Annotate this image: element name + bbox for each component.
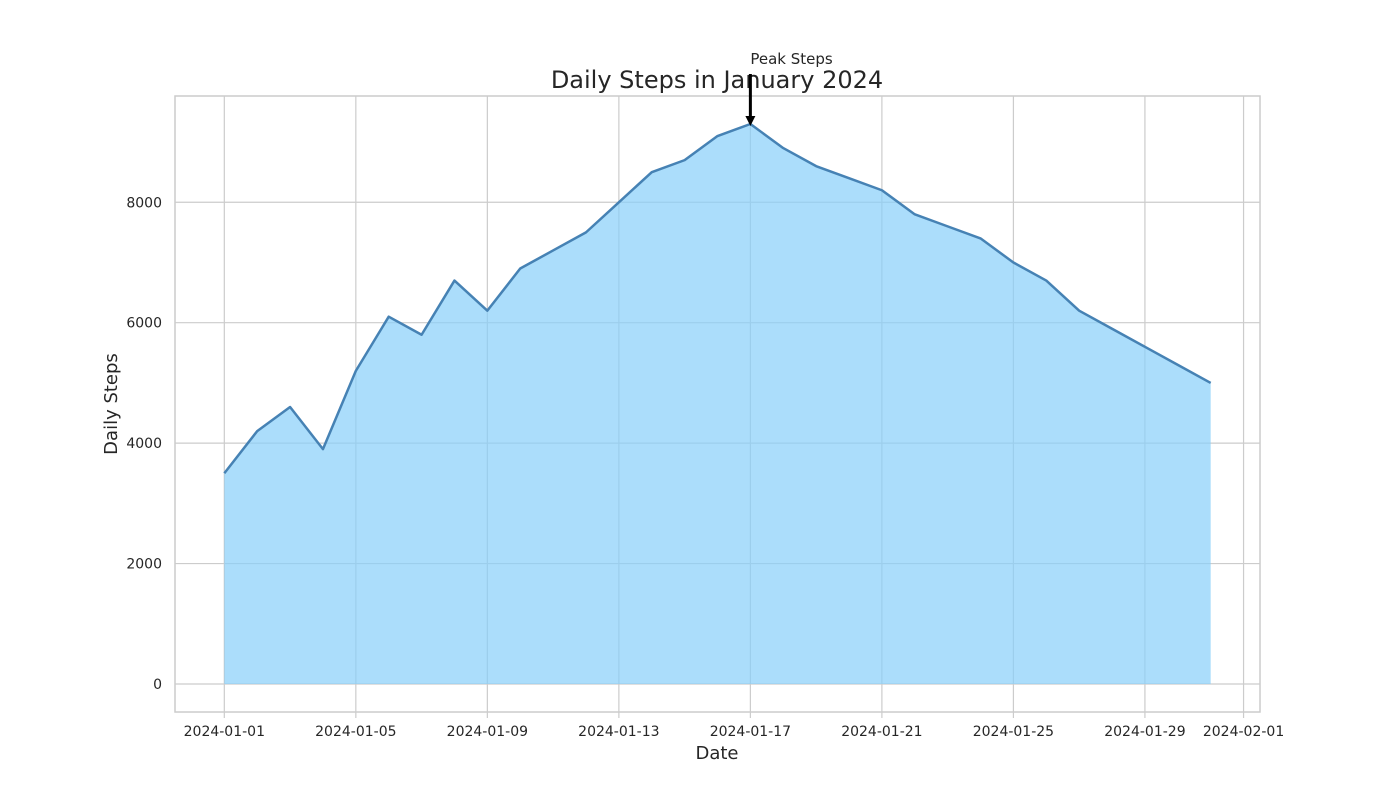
- y-tick-label: 8000: [126, 195, 162, 211]
- x-axis-ticks: 2024-01-01 2024-01-05 2024-01-09 2024-01-13…: [184, 712, 1284, 740]
- steps-area: [224, 124, 1211, 684]
- line-layer: [223, 122, 1212, 475]
- x-tick-label: 2024-01-25: [973, 724, 1054, 740]
- peak-label: Peak Steps: [750, 50, 833, 68]
- plot-frame: [174, 95, 1261, 713]
- y-tick-label: 4000: [126, 436, 162, 452]
- x-tick-label: 2024-01-21: [841, 724, 922, 740]
- x-tick-label: 2024-01-05: [315, 724, 396, 740]
- steps-line: [223, 122, 1212, 475]
- x-tick-label: 2024-01-09: [447, 724, 528, 740]
- x-axis-title: Date: [695, 743, 738, 764]
- peak-annotation: Peak Steps: [745, 50, 833, 126]
- area-layer: [224, 124, 1211, 684]
- y-axis-title: Daily Steps: [101, 353, 122, 455]
- x-tick-label: 2024-01-17: [710, 724, 791, 740]
- x-tick-label: 2024-02-01: [1203, 724, 1284, 740]
- x-tick-label: 2024-01-01: [184, 724, 265, 740]
- y-tick-label: 2000: [126, 557, 162, 573]
- x-tick-label: 2024-01-13: [578, 724, 659, 740]
- x-tick-label: 2024-01-29: [1104, 724, 1185, 740]
- chart-title: Daily Steps in January 2024: [551, 66, 883, 94]
- y-axis-ticks: 0 2000 4000 6000 8000: [126, 195, 162, 693]
- y-tick-label: 6000: [126, 316, 162, 332]
- y-tick-label: 0: [153, 677, 162, 693]
